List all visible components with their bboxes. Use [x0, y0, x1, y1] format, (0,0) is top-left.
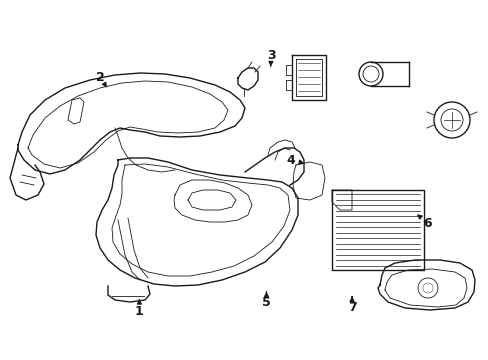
Text: 5: 5 [262, 296, 270, 309]
Text: 2: 2 [96, 71, 104, 84]
Text: 7: 7 [347, 301, 356, 314]
Text: 6: 6 [423, 217, 431, 230]
Text: 3: 3 [266, 49, 275, 62]
Text: 4: 4 [286, 154, 295, 167]
Text: 1: 1 [135, 305, 143, 318]
